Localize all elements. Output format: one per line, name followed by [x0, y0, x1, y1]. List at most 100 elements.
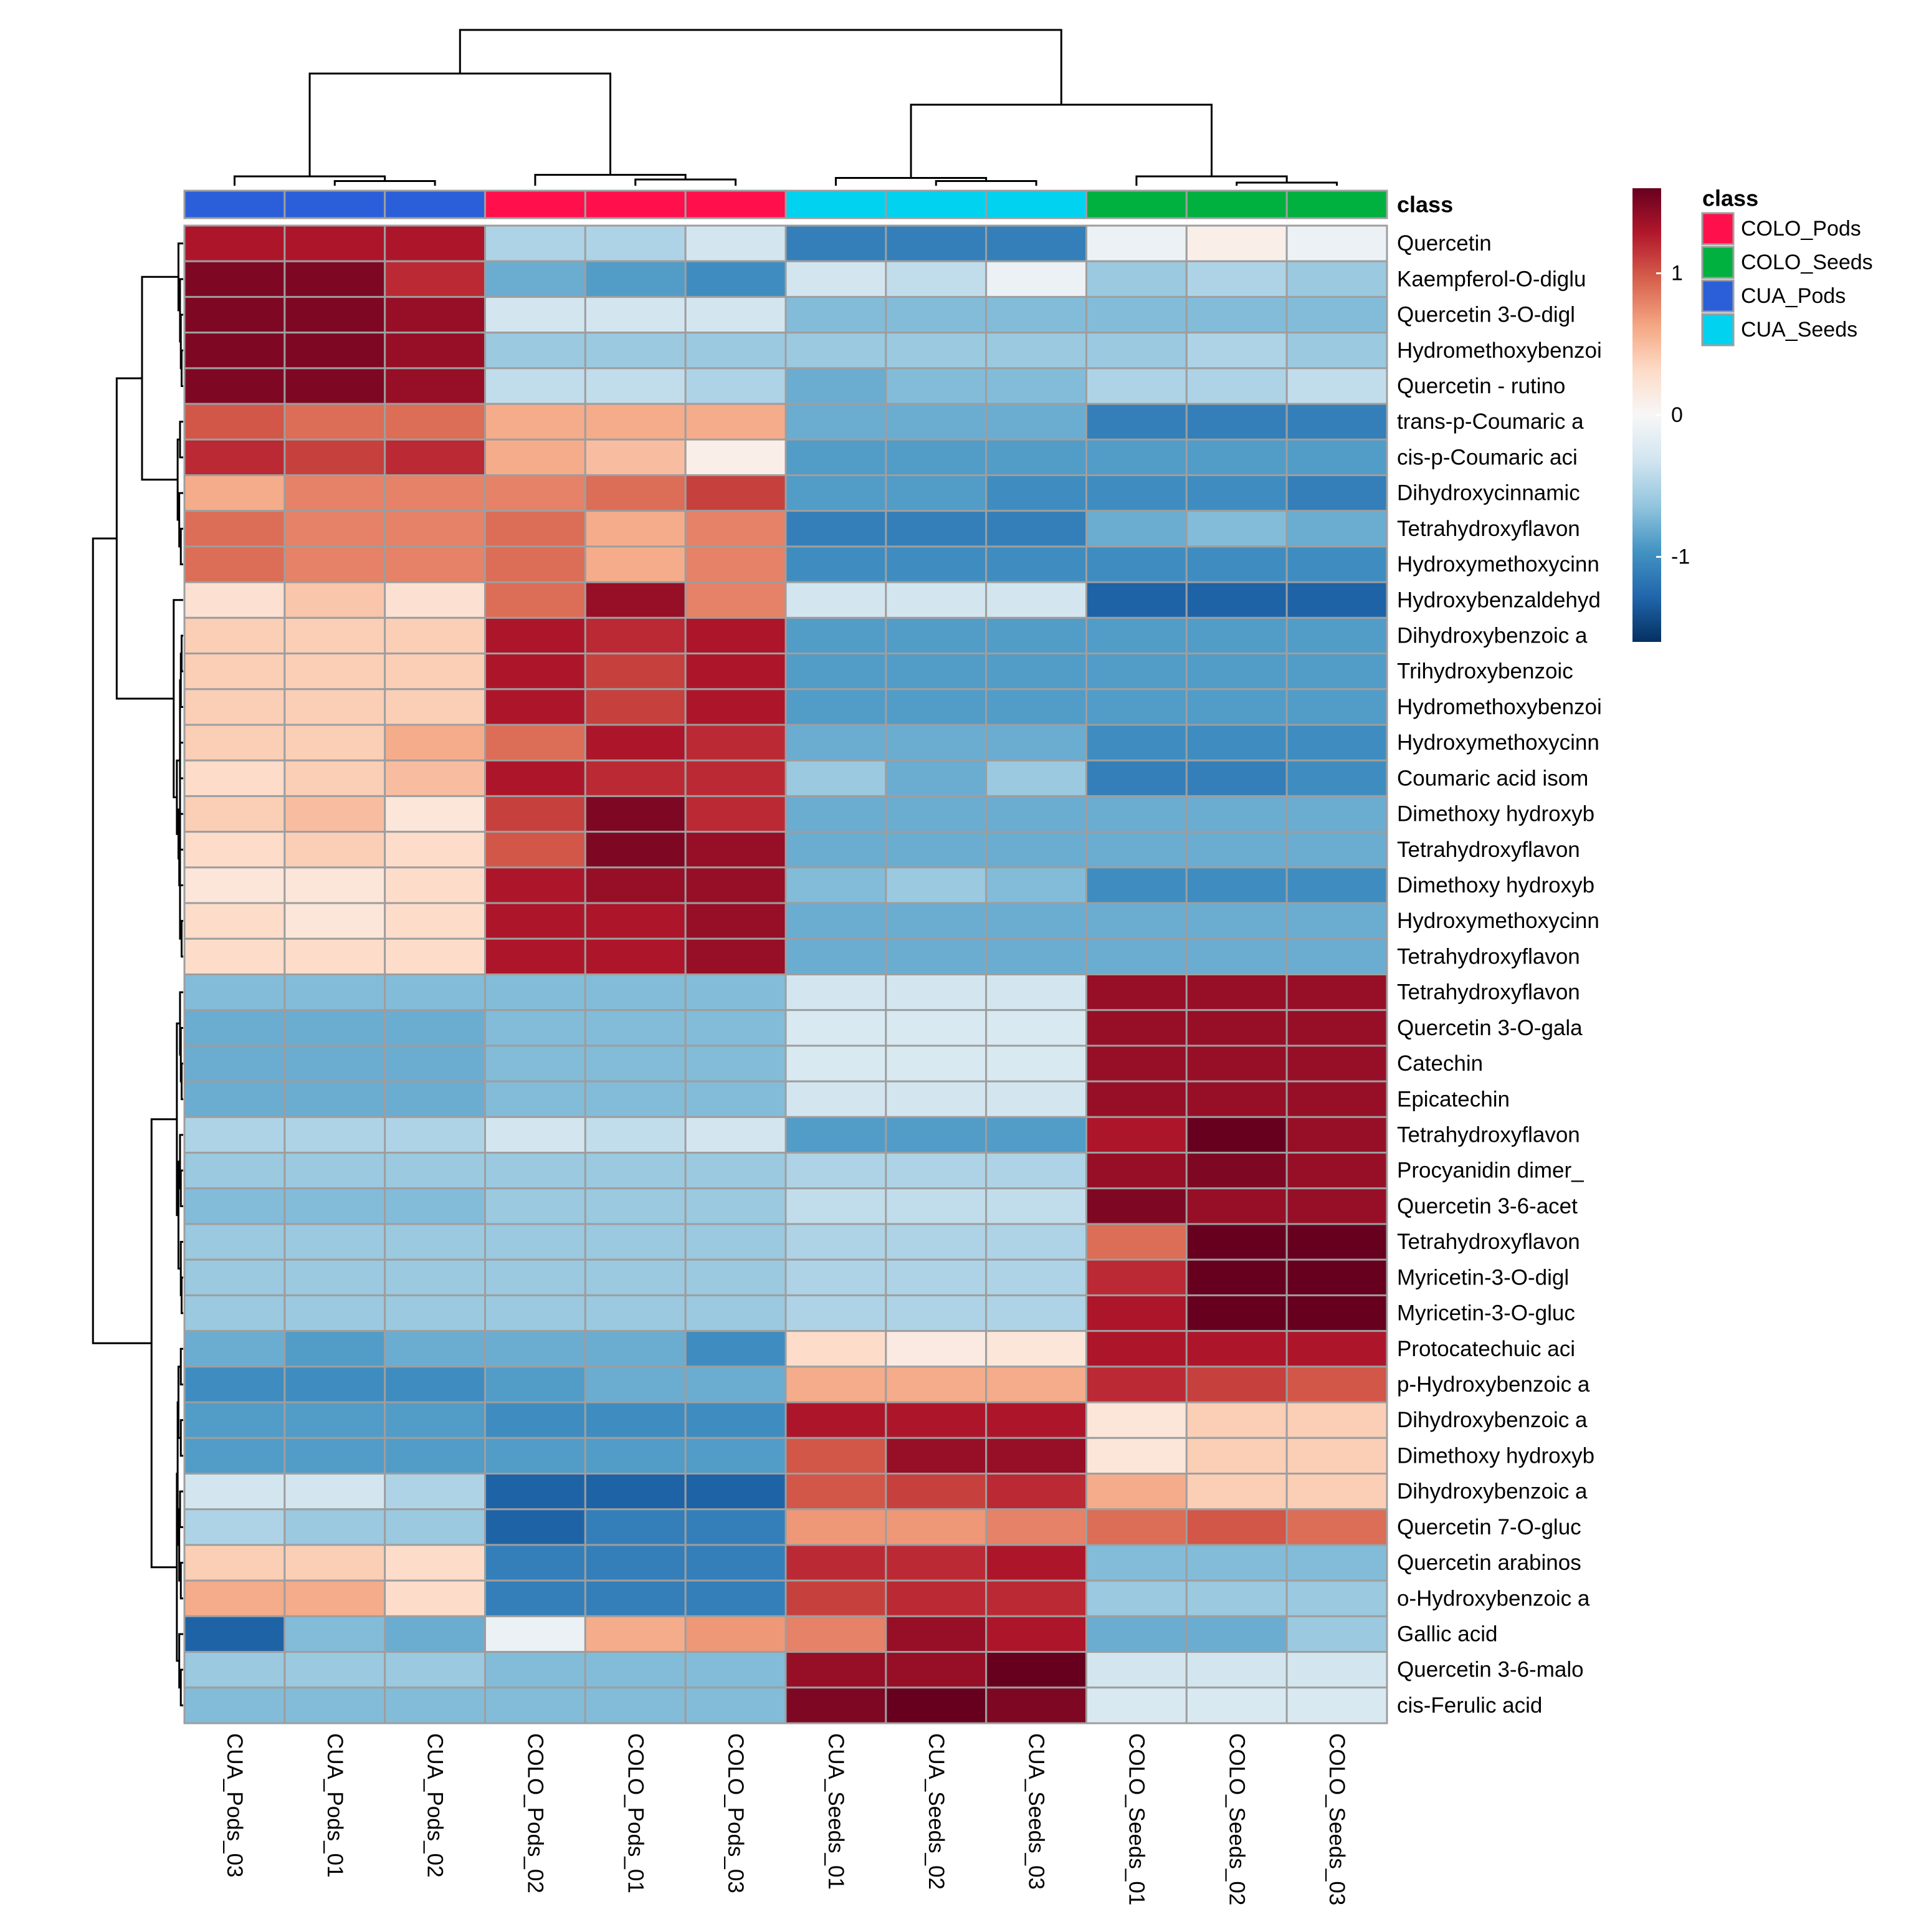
heatmap-cell — [384, 1651, 487, 1689]
row-label: Myricetin-3-O-gluc — [1397, 1301, 1575, 1326]
heatmap-cell — [985, 403, 1087, 441]
heatmap-cell — [484, 295, 586, 334]
class-legend: class COLO_Pods COLO_Seeds CUA_Pods CUA_See… — [1701, 186, 1873, 347]
heatmap-cell — [1085, 831, 1188, 869]
heatmap-cell — [684, 759, 787, 797]
heatmap-cell — [284, 1401, 386, 1439]
heatmap-cell — [183, 616, 286, 655]
heatmap-cell — [183, 1116, 286, 1154]
heatmap-cell — [1185, 1223, 1288, 1261]
heatmap-cell — [484, 1258, 586, 1296]
legend-label: COLO_Seeds — [1741, 251, 1873, 274]
heatmap-cell — [1285, 403, 1388, 441]
heatmap-cell — [584, 545, 687, 583]
annotation-cell — [484, 189, 586, 219]
heatmap-cell — [284, 653, 386, 691]
heatmap-cell — [885, 653, 988, 691]
heatmap-cell — [784, 403, 887, 441]
heatmap-cell — [484, 510, 586, 548]
heatmap-cell — [885, 937, 988, 976]
heatmap-cell — [1185, 1330, 1288, 1368]
heatmap-cell — [1285, 260, 1388, 298]
heatmap-cell — [384, 1330, 487, 1368]
heatmap-cell — [183, 1401, 286, 1439]
heatmap-cell — [1285, 1365, 1388, 1404]
heatmap-cell — [684, 1686, 787, 1724]
heatmap-cell — [183, 367, 286, 405]
heatmap-cell — [1285, 1615, 1388, 1653]
heatmap-cell — [784, 1258, 887, 1296]
row-label: Hydromethoxybenzoi — [1397, 338, 1602, 363]
heatmap-cell — [384, 1437, 487, 1475]
heatmap-cell — [1285, 831, 1388, 869]
heatmap-cell — [985, 1187, 1087, 1225]
row-label: Quercetin 3-O-digl — [1397, 303, 1575, 327]
heatmap-cell — [384, 616, 487, 655]
heatmap-cell — [784, 1686, 887, 1724]
heatmap-cell — [784, 1152, 887, 1190]
heatmap-cell — [183, 1437, 286, 1475]
heatmap-cell — [784, 1045, 887, 1083]
heatmap-cell — [584, 1615, 687, 1653]
heatmap-cell — [183, 902, 286, 940]
column-label: COLO_Seeds_03 — [1325, 1733, 1349, 1905]
heatmap-cell — [1285, 1508, 1388, 1546]
heatmap-cell — [885, 1401, 988, 1439]
heatmap-cell — [1185, 759, 1288, 797]
heatmap-cell — [1185, 973, 1288, 1011]
heatmap-cell — [584, 1330, 687, 1368]
legend-swatch — [1701, 246, 1735, 279]
column-label: COLO_Pods_03 — [723, 1733, 748, 1893]
row-label: Tetrahydroxyflavon — [1397, 517, 1580, 541]
class-legend-title: class — [1702, 186, 1758, 211]
heatmap-cell — [885, 545, 988, 583]
heatmap-cell — [384, 581, 487, 619]
heatmap-cell — [484, 545, 586, 583]
heatmap-cell — [584, 1437, 687, 1475]
heatmap-cell — [1085, 1223, 1188, 1261]
heatmap-cell — [1185, 1579, 1288, 1617]
heatmap-cell — [484, 653, 586, 691]
dendrogram-branch — [173, 599, 183, 798]
heatmap-cell — [384, 1544, 487, 1582]
heatmap-cell — [1185, 831, 1288, 869]
annotation-cell — [384, 189, 487, 219]
heatmap-cell — [183, 474, 286, 512]
heatmap-cell — [284, 688, 386, 726]
heatmap-cell — [384, 1258, 487, 1296]
heatmap-cell — [985, 224, 1087, 262]
heatmap-cell — [784, 1437, 887, 1475]
dendrogram-branch — [935, 180, 1037, 186]
heatmap-cell — [384, 653, 487, 691]
heatmap-cell — [584, 1045, 687, 1083]
heatmap-cell — [1185, 616, 1288, 655]
heatmap-cell — [784, 510, 887, 548]
heatmap-cell — [885, 831, 988, 869]
column-label: CUA_Seeds_01 — [824, 1733, 848, 1890]
heatmap-cell — [684, 1152, 787, 1190]
dendrogram-branch — [179, 1562, 183, 1600]
annotation-cell — [284, 189, 386, 219]
heatmap-cell — [384, 1152, 487, 1190]
heatmap-cell — [284, 260, 386, 298]
heatmap-cell — [985, 1080, 1087, 1118]
dendrogram-branch — [179, 1490, 183, 1528]
heatmap-cell — [684, 1365, 787, 1404]
heatmap-cell — [284, 831, 386, 869]
heatmap-cell — [684, 902, 787, 940]
heatmap-cell — [484, 795, 586, 833]
heatmap-cell — [885, 1045, 988, 1083]
heatmap-cell — [584, 403, 687, 441]
heatmap-cell — [684, 1473, 787, 1511]
dendrogram-branch — [179, 421, 183, 459]
row-label: Protocatechuic aci — [1397, 1337, 1575, 1361]
heatmap-cell — [484, 724, 586, 762]
dendrogram-branch — [634, 178, 737, 186]
row-label: Catechin — [1397, 1051, 1483, 1076]
heatmap-cell — [284, 1473, 386, 1511]
heatmap-cell — [985, 724, 1087, 762]
heatmap-cell — [684, 545, 787, 583]
heatmap-cell — [284, 474, 386, 512]
heatmap-cell — [484, 937, 586, 976]
